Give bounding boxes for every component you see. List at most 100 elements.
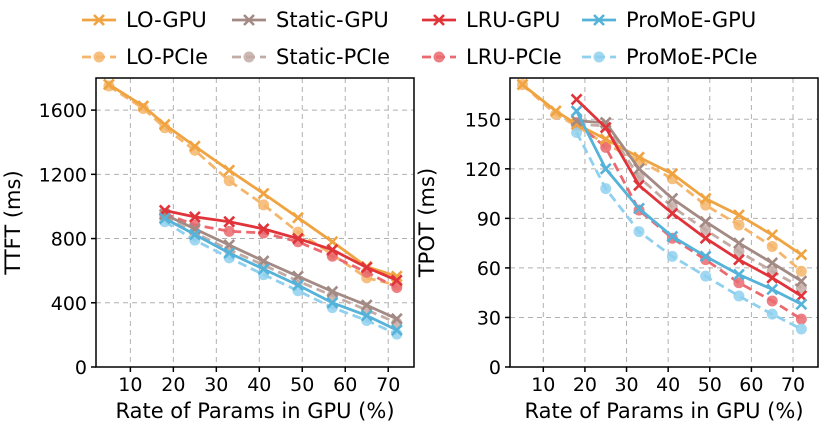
point-lru-gpu [360, 261, 373, 274]
point-static-gpu [766, 257, 779, 269]
series-line-lru-pcie [575, 121, 803, 321]
point-lru-pcie [733, 277, 745, 289]
point-lo-gpu [633, 151, 645, 164]
legend-marker-lru-gpu [433, 14, 445, 26]
point-static-pcie [700, 224, 712, 236]
point-static-gpu [666, 192, 679, 205]
x-tick-label: 60 [333, 374, 357, 396]
legend-item-lo-gpu: LO-GPU [82, 8, 207, 32]
y-tick-label: 400 [51, 293, 87, 315]
point-promoe-gpu [599, 162, 612, 175]
legend-item-static-gpu: Static-GPU [232, 8, 389, 32]
series-line-static-gpu [576, 119, 803, 283]
point-promoe-pcie [571, 126, 583, 138]
point-promoe-gpu [326, 296, 339, 309]
series-line-static-gpu [164, 213, 398, 321]
x-tick-label: 20 [573, 374, 597, 396]
point-lo-gpu [766, 228, 779, 241]
point-promoe-gpu [188, 228, 201, 241]
point-promoe-pcie [700, 270, 712, 282]
series-lru-pcie [571, 117, 807, 325]
point-static-gpu [732, 237, 745, 250]
legend-label-lru-gpu: LRU-GPU [466, 8, 560, 32]
series-lru-gpu [158, 204, 403, 287]
series-promoe-pcie [571, 126, 807, 335]
point-lru-pcie [766, 295, 778, 307]
series-line-promoe-gpu [575, 110, 803, 306]
point-promoe-gpu [360, 309, 373, 322]
point-promoe-pcie [600, 183, 612, 195]
point-static-gpu [795, 275, 808, 288]
point-lru-gpu [326, 243, 339, 256]
series-line-lo-gpu [108, 83, 398, 278]
legend-item-promoe-gpu: ProMoE-GPU [582, 8, 756, 32]
legend-marker-static-gpu [243, 14, 255, 26]
point-lru-gpu [599, 121, 612, 134]
point-lo-pcie [223, 175, 235, 187]
point-lo-pcie [733, 219, 745, 231]
x-axis-label: Rate of Params in GPU (%) [524, 399, 803, 423]
point-lru-pcie [600, 141, 612, 153]
x-axis-label: Rate of Params in GPU (%) [115, 399, 394, 423]
x-tick-label: 50 [290, 374, 314, 396]
point-lo-gpu [699, 192, 712, 205]
x-tick-label: 70 [781, 374, 805, 396]
point-lo-pcie [258, 199, 270, 211]
series-line-lru-gpu [575, 98, 803, 298]
series-promoe-gpu [158, 212, 403, 336]
point-lru-gpu [666, 207, 679, 220]
point-static-gpu [633, 162, 645, 175]
legend-marker-lo-pcie [93, 51, 105, 63]
point-promoe-pcie [633, 226, 645, 238]
point-promoe-gpu [699, 250, 712, 263]
point-promoe-gpu [633, 202, 645, 215]
legend-marker-promoe-pcie [593, 51, 605, 63]
point-promoe-pcie [666, 250, 678, 262]
series-line-static-pcie [164, 215, 398, 325]
y-tick-label: 30 [477, 307, 501, 329]
series-line-promoe-gpu [164, 217, 398, 332]
x-tick-label: 50 [698, 374, 722, 396]
point-promoe-gpu [570, 105, 583, 117]
legend-item-lo-pcie: LO-PCIe [82, 45, 208, 69]
x-tick-label: 30 [204, 374, 228, 396]
y-tick-label: 60 [477, 258, 501, 280]
plot-frame [509, 77, 819, 368]
series-static-gpu [158, 208, 403, 325]
point-lru-pcie [223, 225, 235, 237]
point-lo-gpu [137, 100, 150, 113]
x-tick-label: 40 [656, 374, 680, 396]
y-tick-label: 800 [51, 229, 87, 251]
point-promoe-gpu [795, 298, 808, 311]
series-line-lru-gpu [164, 209, 398, 282]
point-lo-gpu [732, 209, 745, 221]
series-lo-gpu [102, 78, 403, 283]
point-lo-pcie [766, 240, 778, 252]
legend-item-lru-pcie: LRU-PCIe [422, 45, 562, 69]
legend-label-lo-gpu: LO-GPU [126, 8, 207, 32]
x-tick-label: 10 [118, 374, 142, 396]
point-promoe-gpu [390, 324, 403, 336]
x-tick-label: 10 [531, 374, 555, 396]
y-axis-label: TPOT (ms) [415, 168, 439, 278]
series-line-lo-pcie [521, 83, 803, 273]
point-promoe-gpu [223, 247, 236, 259]
series-lru-gpu [570, 93, 808, 302]
point-lo-pcie [795, 265, 807, 277]
point-lru-gpu [570, 93, 583, 106]
y-tick-label: 0 [75, 357, 87, 379]
legend-item-static-pcie: Static-PCIe [232, 45, 390, 69]
legend-label-promoe-gpu: ProMoE-GPU [626, 8, 756, 32]
point-lru-gpu [732, 253, 745, 266]
y-tick-label: 150 [465, 109, 501, 131]
point-lo-gpu [666, 167, 679, 180]
series-line-lo-pcie [108, 84, 398, 287]
point-promoe-gpu [666, 230, 679, 243]
point-lo-gpu [102, 78, 115, 91]
x-tick-label: 20 [161, 374, 185, 396]
point-lo-gpu [516, 78, 529, 91]
point-lru-gpu [766, 271, 779, 284]
series-lo-gpu [516, 78, 808, 261]
point-promoe-pcie [733, 290, 745, 302]
